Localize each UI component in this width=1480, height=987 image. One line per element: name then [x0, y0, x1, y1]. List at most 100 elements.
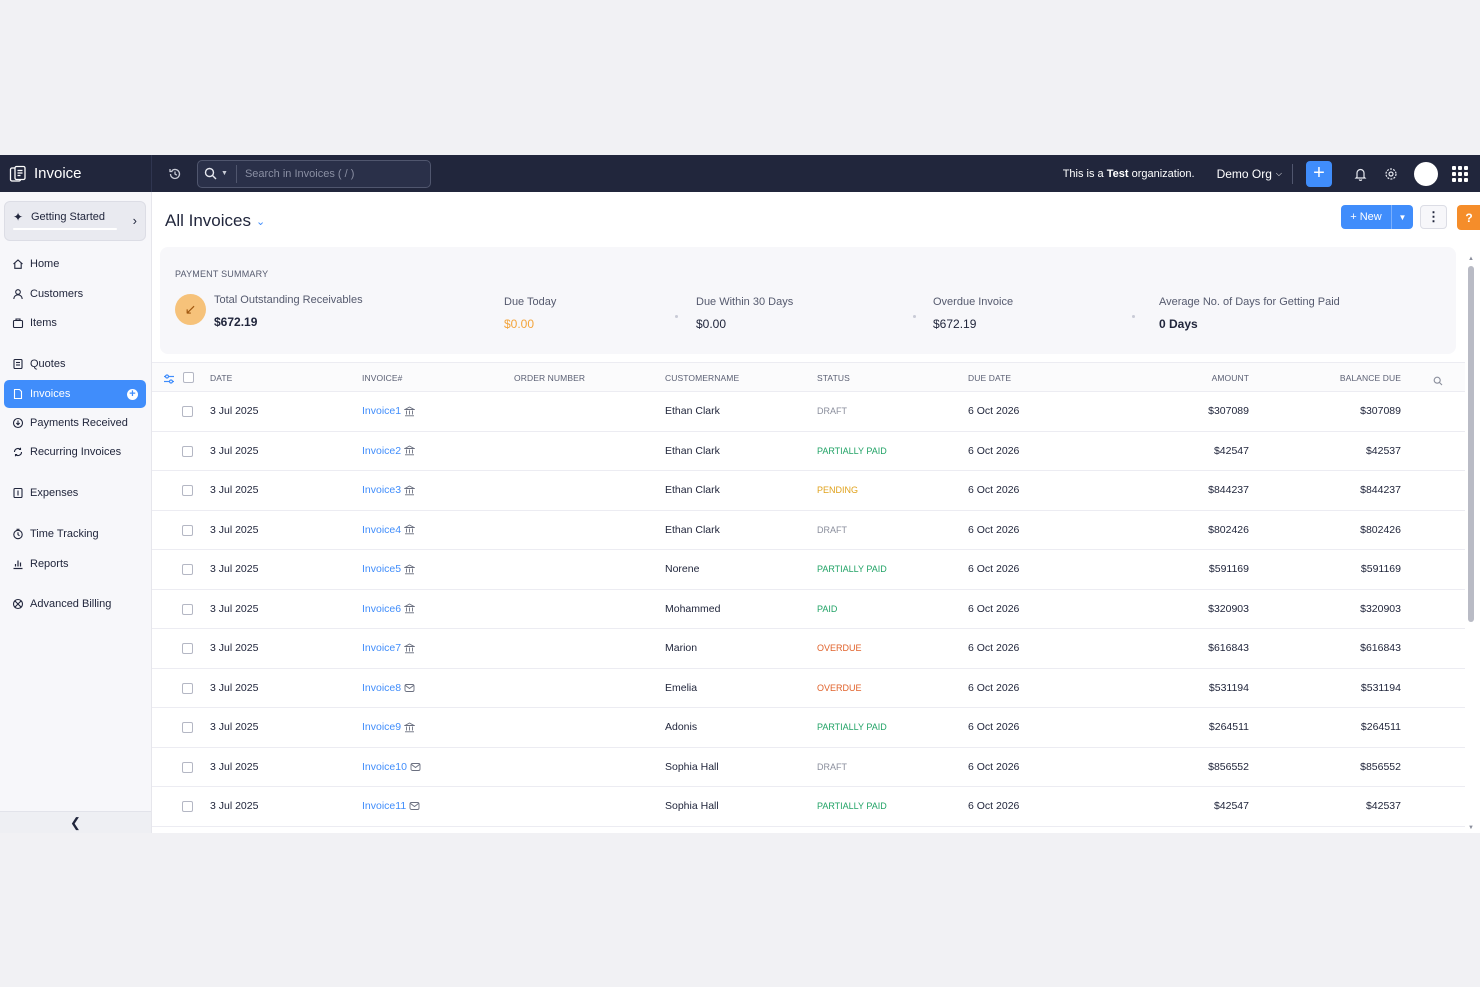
row-checkbox[interactable] — [182, 761, 193, 773]
cell-invoice-link[interactable]: Invoice2 — [362, 444, 416, 457]
cell-invoice-link[interactable]: Invoice11 — [362, 800, 420, 812]
column-header-due-date[interactable]: DUE DATE — [968, 373, 1012, 383]
sidebar-item-label: Customers — [30, 288, 84, 300]
column-settings-icon[interactable] — [163, 372, 175, 390]
cell-customer: Sophia Hall — [665, 800, 719, 812]
sidebar-item-home[interactable]: Home — [4, 250, 146, 278]
avatar[interactable] — [1414, 161, 1438, 186]
row-checkbox[interactable] — [182, 603, 193, 615]
column-header-date[interactable]: DATE — [210, 373, 233, 383]
column-header-amount[interactable]: AMOUNT — [1211, 373, 1249, 383]
invoice-number[interactable]: Invoice1 — [362, 405, 402, 417]
search-input[interactable] — [244, 167, 425, 180]
invoice-number[interactable]: Invoice3 — [362, 484, 402, 496]
row-checkbox[interactable] — [182, 524, 193, 536]
table-row[interactable]: 3 Jul 2025 Invoice5 Norene PARTIALLY PAID 6 … — [152, 550, 1465, 590]
table-row[interactable]: 3 Jul 2025 Invoice4 Ethan Clark DRAFT 6 Oct … — [152, 511, 1465, 550]
table-row[interactable]: 3 Jul 2025 Invoice8 Emelia OVERDUE 6 Oct 202… — [152, 669, 1465, 708]
cell-invoice-link[interactable]: Invoice1 — [362, 405, 416, 417]
apps-grid-icon[interactable] — [1452, 165, 1468, 182]
search-box[interactable]: ▼ — [197, 159, 431, 188]
table-row[interactable]: 3 Jul 2025 Invoice3 Ethan Clark PENDING 6 Oc… — [152, 471, 1465, 511]
collapse-sidebar-button[interactable]: ❮ — [0, 811, 151, 833]
search-icon[interactable] — [204, 167, 217, 180]
sidebar-item-reports[interactable]: Reports — [4, 550, 146, 578]
row-checkbox[interactable] — [182, 485, 193, 496]
column-header-order[interactable]: ORDER NUMBER — [514, 373, 586, 383]
row-checkbox[interactable] — [182, 445, 193, 457]
column-header-balance[interactable]: BALANCE DUE — [1339, 373, 1401, 383]
sidebar-item-recurring-invoices[interactable]: Recurring Invoices — [4, 438, 146, 466]
row-checkbox[interactable] — [182, 722, 193, 733]
history-icon[interactable] — [165, 164, 185, 184]
gear-icon[interactable] — [1381, 164, 1401, 184]
help-button[interactable]: ? — [1457, 205, 1480, 230]
invoice-number[interactable]: Invoice9 — [362, 721, 402, 733]
cell-invoice-link[interactable]: Invoice7 — [362, 642, 416, 654]
sidebar-item-quotes[interactable]: Quotes — [4, 350, 146, 378]
table-row[interactable]: 3 Jul 2025 Invoice2 Ethan Clark PARTIALLY P… — [152, 432, 1465, 471]
cell-invoice-link[interactable]: Invoice5 — [362, 563, 416, 575]
cell-invoice-link[interactable]: Invoice8 — [362, 682, 415, 694]
invoice-number[interactable]: Invoice7 — [362, 642, 402, 654]
table-row[interactable]: 3 Jul 2025 Invoice9 Adonis PARTIALLY PAID 6 … — [152, 708, 1465, 748]
column-header-invoice[interactable]: INVOICE# — [362, 373, 403, 383]
bell-icon[interactable] — [1350, 164, 1370, 184]
cell-date: 3 Jul 2025 — [210, 405, 259, 417]
column-header-customer[interactable]: CUSTOMERNAME — [665, 373, 740, 383]
sidebar-item-expenses[interactable]: Expenses — [4, 479, 146, 507]
invoice-number[interactable]: Invoice2 — [362, 444, 402, 457]
row-checkbox[interactable] — [182, 406, 193, 417]
view-selector[interactable]: All Invoices ⌄ — [165, 211, 265, 231]
scroll-up-arrow-icon[interactable]: ▲ — [1468, 256, 1474, 262]
column-header-status[interactable]: STATUS — [817, 373, 850, 383]
getting-started-card[interactable]: ✦ Getting Started › — [4, 201, 146, 241]
app-brand[interactable]: Invoice — [0, 155, 152, 192]
org-selector[interactable]: Demo Org ⌵ — [1217, 167, 1282, 181]
sidebar-item-label: Recurring Invoices — [30, 446, 122, 458]
sidebar-item-items[interactable]: Items — [4, 309, 146, 337]
cell-invoice-link[interactable]: Invoice6 — [362, 602, 416, 615]
invoice-number[interactable]: Invoice11 — [362, 800, 407, 812]
sidebar-item-payments-received[interactable]: Payments Received — [4, 409, 146, 437]
sidebar-item-customers[interactable]: Customers — [4, 280, 146, 308]
row-checkbox[interactable] — [182, 643, 193, 654]
row-checkbox[interactable] — [182, 801, 193, 812]
invoice-number[interactable]: Invoice6 — [362, 602, 402, 615]
sidebar-item-invoices[interactable]: Invoices + — [4, 380, 146, 408]
new-dropdown-chevron-icon[interactable]: ▼ — [1391, 205, 1413, 229]
new-invoice-button[interactable]: + New ▼ — [1341, 205, 1413, 229]
box-icon — [11, 317, 24, 330]
table-search-icon[interactable] — [1433, 373, 1443, 391]
quick-create-button[interactable]: + — [1306, 160, 1332, 187]
vertical-scrollbar[interactable]: ▲ ▼ — [1467, 256, 1476, 831]
add-invoice-plus-icon[interactable]: + — [127, 388, 138, 400]
table-row[interactable]: 3 Jul 2025 Invoice7 Marion OVERDUE 6 Oct 202… — [152, 629, 1465, 669]
search-filter-chevron-icon[interactable]: ▼ — [221, 170, 228, 177]
invoice-number[interactable]: Invoice10 — [362, 760, 407, 773]
cell-invoice-link[interactable]: Invoice10 — [362, 761, 421, 773]
select-all-checkbox[interactable] — [183, 372, 194, 383]
bank-icon — [404, 642, 416, 654]
cell-amount: $856552 — [1208, 760, 1249, 773]
invoice-number[interactable]: Invoice5 — [362, 563, 402, 575]
table-row[interactable]: 3 Jul 2025 Invoice11 Sophia Hall PARTIALLY … — [152, 787, 1465, 827]
invoice-number[interactable]: Invoice4 — [362, 523, 402, 536]
more-options-button[interactable]: ⋮ — [1420, 205, 1447, 229]
scrollbar-thumb[interactable] — [1468, 266, 1474, 622]
cell-invoice-link[interactable]: Invoice4 — [362, 523, 416, 536]
table-row[interactable]: 3 Jul 2025 Invoice6 Mohammed PAID 6 Oct 2026… — [152, 590, 1465, 629]
cell-status: PARTIALLY PAID — [817, 564, 887, 574]
cell-amount: $264511 — [1208, 721, 1249, 733]
cell-invoice-link[interactable]: Invoice3 — [362, 484, 416, 496]
cell-due-date: 6 Oct 2026 — [968, 405, 1020, 417]
invoice-number[interactable]: Invoice8 — [362, 681, 402, 694]
cell-invoice-link[interactable]: Invoice9 — [362, 721, 416, 733]
scroll-down-arrow-icon[interactable]: ▼ — [1468, 825, 1474, 831]
sidebar-item-advanced-billing[interactable]: Advanced Billing — [4, 590, 146, 618]
table-row[interactable]: 3 Jul 2025 Invoice10 Sophia Hall DRAFT 6 Oct… — [152, 748, 1465, 787]
row-checkbox[interactable] — [182, 564, 193, 575]
row-checkbox[interactable] — [182, 682, 193, 694]
sidebar-item-time-tracking[interactable]: Time Tracking — [4, 520, 146, 548]
table-row[interactable]: 3 Jul 2025 Invoice1 Ethan Clark DRAFT 6 Oct … — [152, 392, 1465, 432]
